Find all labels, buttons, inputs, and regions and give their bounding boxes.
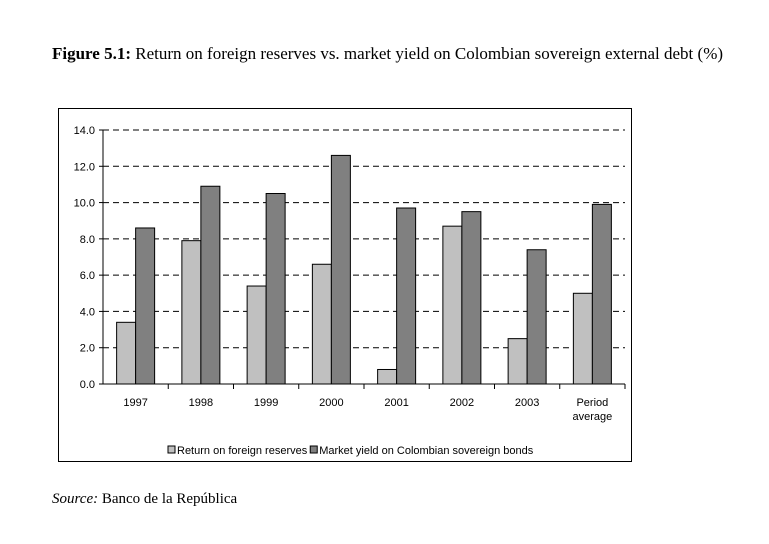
x-tick-label: 1999: [254, 397, 278, 409]
x-tick-label: 2000: [319, 397, 343, 409]
y-tick-label: 0.0: [80, 379, 95, 391]
x-tick-label: Period: [576, 397, 608, 409]
y-tick-label: 4.0: [80, 306, 95, 318]
bar-reserves: [442, 225, 463, 385]
chart-frame: [58, 108, 632, 462]
figure-label: Figure 5.1:: [52, 44, 132, 63]
bar-market-yield: [461, 211, 482, 385]
bar-reserves: [181, 240, 202, 385]
figure-title: Figure 5.1: Return on foreign reserves v…: [52, 43, 732, 64]
bar-market-yield: [591, 203, 612, 385]
bar-reserves: [311, 263, 332, 385]
y-tick-label: 14.0: [74, 125, 95, 137]
bar-market-yield: [330, 154, 351, 385]
bar-market-yield: [135, 227, 156, 385]
x-tick-label: 2003: [515, 397, 539, 409]
legend-label: Return on foreign reserves: [177, 445, 308, 457]
bar-reserves: [572, 292, 593, 385]
source-label: Source:: [52, 491, 99, 507]
x-tick-label: 2001: [384, 397, 408, 409]
y-tick-label: 6.0: [80, 270, 95, 282]
x-tick-label: average: [572, 411, 612, 423]
bar-market-yield: [526, 249, 547, 385]
legend-label: Market yield on Colombian sovereign bond…: [319, 445, 534, 457]
y-tick-label: 8.0: [80, 234, 95, 246]
legend-swatch: [167, 445, 176, 454]
bar-reserves: [246, 285, 267, 385]
source-note: Source: Banco de la República: [52, 491, 237, 508]
bar-market-yield: [265, 193, 286, 385]
figure-caption: Return on foreign reserves vs. market yi…: [131, 44, 724, 63]
bar-reserves: [507, 338, 528, 385]
bar-market-yield: [396, 207, 417, 385]
bar-reserves: [377, 368, 398, 385]
y-tick-label: 10.0: [74, 198, 95, 210]
bar-market-yield: [200, 185, 221, 385]
x-tick-label: 2002: [450, 397, 474, 409]
bar-reserves: [116, 321, 137, 385]
y-tick-label: 2.0: [80, 343, 95, 355]
source-text: Banco de la República: [98, 491, 238, 507]
x-tick-label: 1997: [123, 397, 147, 409]
y-tick-label: 12.0: [74, 161, 95, 173]
x-tick-label: 1998: [189, 397, 213, 409]
legend-swatch: [309, 445, 318, 454]
